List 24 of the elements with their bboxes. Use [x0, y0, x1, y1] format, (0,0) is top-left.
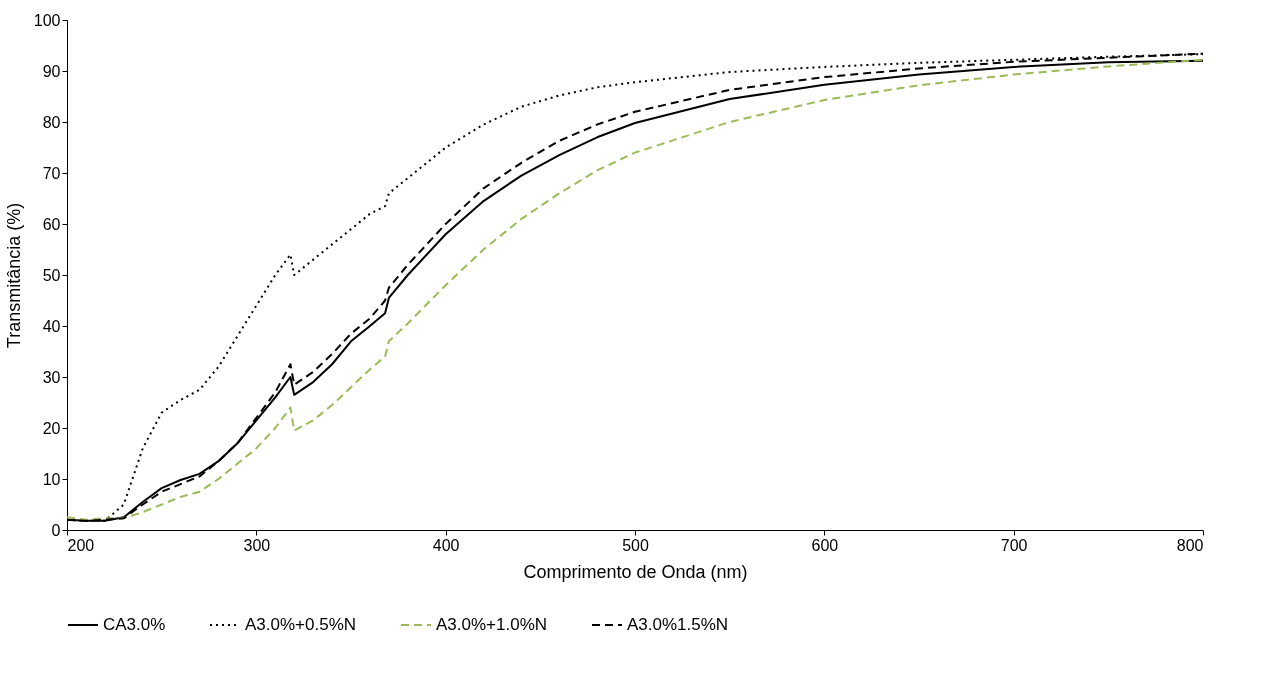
x-tick-label: 700	[1000, 536, 1028, 554]
x-tick-label: 300	[243, 536, 271, 554]
y-tick-label: 40	[42, 317, 61, 335]
legend-label: CA3.0%	[103, 615, 166, 634]
x-tick-label: 500	[622, 536, 649, 554]
y-tick-label: 10	[42, 470, 61, 488]
y-tick-label: 50	[42, 266, 61, 284]
y-tick-label: 80	[42, 113, 61, 131]
y-tick-label: 70	[42, 164, 61, 182]
y-tick-label: 20	[42, 419, 61, 437]
x-tick-label: 800	[1176, 536, 1204, 554]
y-tick-label: 90	[42, 62, 61, 80]
y-tick-label: 30	[42, 368, 61, 386]
legend-label: A3.0%+0.5%N	[245, 615, 357, 634]
x-tick-label: 600	[811, 536, 839, 554]
y-axis-title: Transmitância (%)	[3, 202, 24, 349]
x-axis-title: Comprimento de Onda (nm)	[523, 561, 748, 582]
legend-label: A3.0%+1.0%N	[436, 615, 548, 634]
y-tick-label: 100	[33, 11, 61, 29]
x-tick-label: 400	[432, 536, 460, 554]
y-tick-label: 60	[42, 215, 61, 233]
x-tick-label: 200	[67, 536, 95, 554]
legend-label: A3.0%1.5%N	[627, 615, 729, 634]
y-tick-label: 0	[51, 521, 61, 539]
